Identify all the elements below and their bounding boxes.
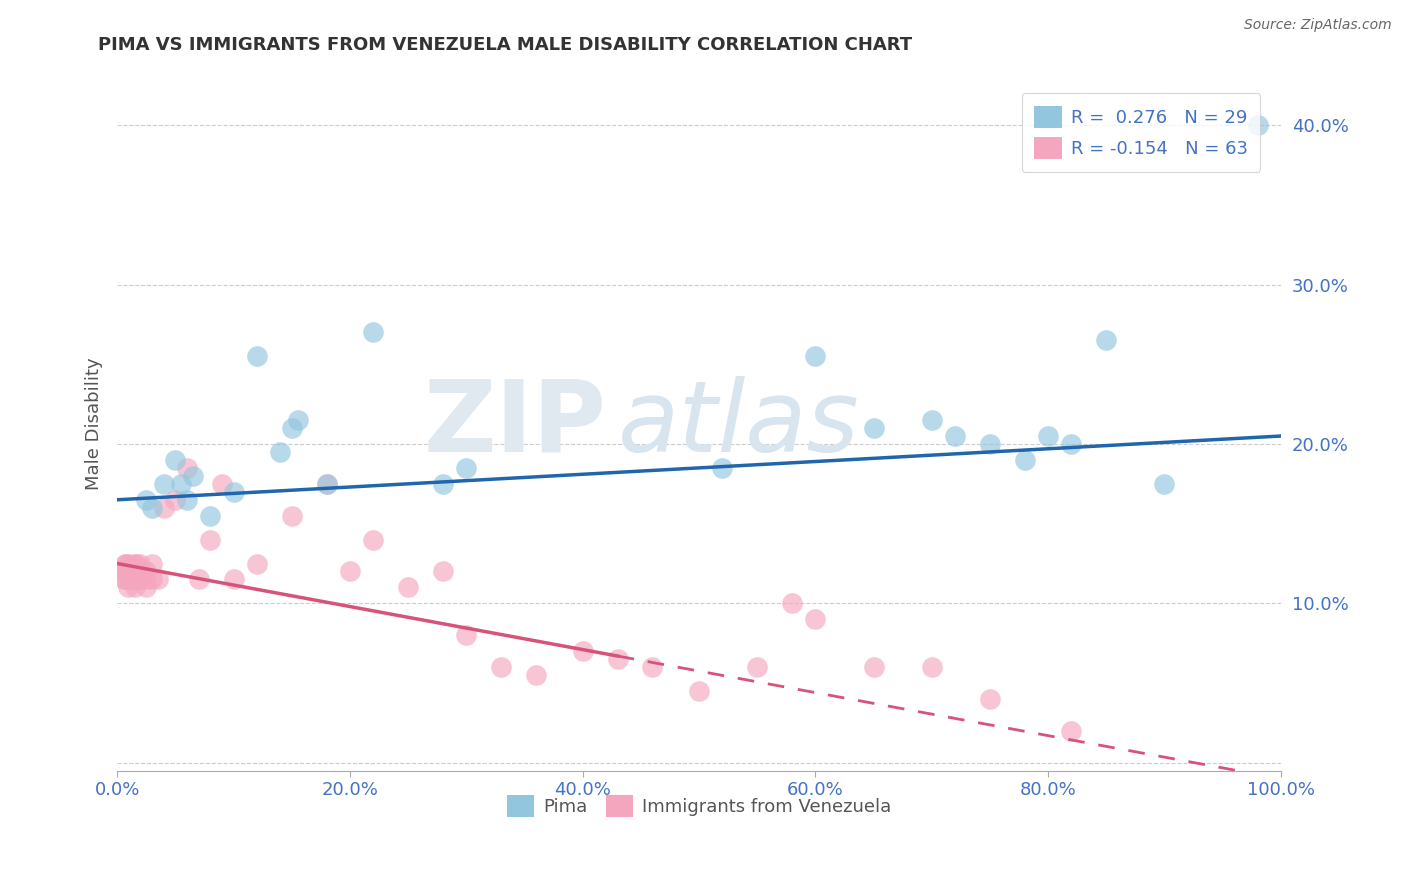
Point	[456, 461, 478, 475]
Point	[115, 565, 138, 579]
Point	[117, 581, 139, 595]
Point	[688, 684, 710, 698]
Point	[432, 565, 454, 579]
Point	[127, 573, 149, 587]
Point	[135, 581, 157, 595]
Point	[432, 476, 454, 491]
Point	[115, 557, 138, 571]
Point	[118, 565, 141, 579]
Point	[269, 445, 291, 459]
Text: atlas: atlas	[617, 376, 859, 473]
Point	[339, 565, 361, 579]
Point	[125, 557, 148, 571]
Point	[711, 461, 734, 475]
Point	[165, 453, 187, 467]
Point	[176, 461, 198, 475]
Point	[124, 557, 146, 571]
Point	[222, 484, 245, 499]
Point	[125, 565, 148, 579]
Point	[489, 660, 512, 674]
Point	[200, 533, 222, 547]
Point	[921, 660, 943, 674]
Point	[141, 557, 163, 571]
Point	[141, 500, 163, 515]
Point	[124, 573, 146, 587]
Point	[606, 652, 628, 666]
Text: Source: ZipAtlas.com: Source: ZipAtlas.com	[1244, 18, 1392, 32]
Text: ZIP: ZIP	[423, 376, 606, 473]
Point	[862, 421, 884, 435]
Point	[165, 492, 187, 507]
Point	[200, 508, 222, 523]
Point	[117, 565, 139, 579]
Point	[287, 413, 309, 427]
Point	[315, 476, 337, 491]
Point	[176, 492, 198, 507]
Point	[396, 581, 419, 595]
Point	[862, 660, 884, 674]
Point	[125, 573, 148, 587]
Point	[114, 573, 136, 587]
Point	[280, 508, 302, 523]
Point	[135, 573, 157, 587]
Point	[979, 692, 1001, 706]
Point	[1246, 118, 1268, 132]
Point	[1036, 429, 1059, 443]
Point	[112, 573, 135, 587]
Point	[111, 565, 134, 579]
Point	[943, 429, 966, 443]
Point	[146, 573, 169, 587]
Point	[246, 349, 269, 363]
Point	[361, 533, 384, 547]
Text: PIMA VS IMMIGRANTS FROM VENEZUELA MALE DISABILITY CORRELATION CHART: PIMA VS IMMIGRANTS FROM VENEZUELA MALE D…	[98, 36, 912, 54]
Point	[129, 557, 152, 571]
Point	[222, 573, 245, 587]
Point	[152, 500, 174, 515]
Point	[129, 573, 152, 587]
Point	[141, 573, 163, 587]
Point	[211, 476, 233, 491]
Point	[120, 573, 142, 587]
Point	[804, 349, 827, 363]
Point	[979, 437, 1001, 451]
Point	[122, 565, 145, 579]
Point	[129, 565, 152, 579]
Point	[181, 468, 204, 483]
Point	[780, 596, 803, 610]
Point	[152, 476, 174, 491]
Point	[921, 413, 943, 427]
Point	[121, 573, 143, 587]
Point	[1014, 453, 1036, 467]
Point	[361, 326, 384, 340]
Point	[114, 557, 136, 571]
Point	[456, 628, 478, 642]
Y-axis label: Male Disability: Male Disability	[86, 358, 103, 491]
Point	[524, 668, 547, 682]
Point	[118, 557, 141, 571]
Point	[170, 476, 193, 491]
Point	[125, 573, 148, 587]
Legend: Pima, Immigrants from Venezuela: Pima, Immigrants from Venezuela	[501, 788, 898, 824]
Point	[118, 573, 141, 587]
Point	[280, 421, 302, 435]
Point	[135, 565, 157, 579]
Point	[187, 573, 209, 587]
Point	[1060, 437, 1083, 451]
Point	[1060, 723, 1083, 738]
Point	[120, 565, 142, 579]
Point	[1153, 476, 1175, 491]
Point	[118, 565, 141, 579]
Point	[124, 581, 146, 595]
Point	[121, 565, 143, 579]
Point	[127, 565, 149, 579]
Point	[315, 476, 337, 491]
Point	[641, 660, 664, 674]
Point	[747, 660, 769, 674]
Point	[571, 644, 593, 658]
Point	[246, 557, 269, 571]
Point	[804, 612, 827, 626]
Point	[135, 492, 157, 507]
Point	[1095, 334, 1118, 348]
